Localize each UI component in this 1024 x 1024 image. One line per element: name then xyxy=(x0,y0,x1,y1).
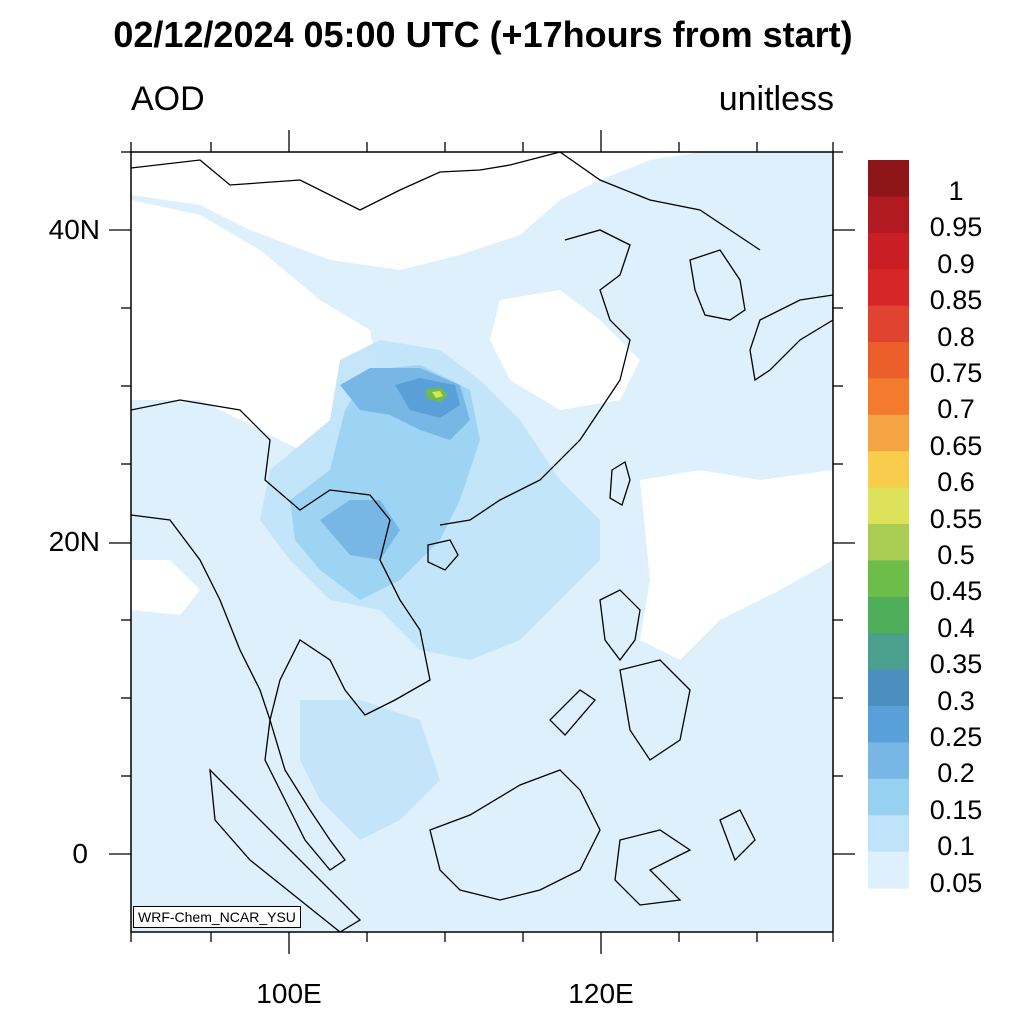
map-frame xyxy=(130,151,834,933)
colorbar-box xyxy=(868,305,909,343)
colorbar-label: 0.85 xyxy=(929,285,983,316)
colorbar-box xyxy=(868,742,909,780)
colorbar-label: 0.4 xyxy=(937,612,975,643)
coastlines xyxy=(131,152,833,932)
colorbar-box xyxy=(868,160,909,197)
colorbar-label: 0.8 xyxy=(937,321,975,352)
colorbar-label: 1 xyxy=(948,176,964,206)
clear-region-southwest xyxy=(131,560,200,615)
colorbar-box xyxy=(868,851,909,889)
colorbar-label: 0.1 xyxy=(937,831,975,862)
sulawesi xyxy=(614,829,692,906)
aod-band-020-south xyxy=(320,500,400,560)
china-northeast-coast xyxy=(559,152,761,251)
model-credit: WRF-Chem_NCAR_YSU xyxy=(133,906,301,928)
colorbar-label: 0.2 xyxy=(937,758,975,789)
clear-region-east xyxy=(490,290,640,410)
colorbar-box xyxy=(868,596,909,634)
japan xyxy=(749,294,833,382)
colorbar-label: 0.15 xyxy=(929,794,983,825)
colorbar-box xyxy=(868,706,909,743)
colorbar-label: 0.9 xyxy=(937,248,975,279)
palawan xyxy=(549,689,596,736)
colorbar-label: 0.65 xyxy=(929,430,983,461)
tick-marks xyxy=(109,130,855,954)
colorbar-label: 0.5 xyxy=(937,540,975,570)
colorbar-label: 0.75 xyxy=(929,358,983,388)
moluccas xyxy=(719,809,756,862)
malay-peninsula xyxy=(264,719,346,871)
lon-label-100e: 100E xyxy=(256,978,322,1009)
colorbar-label: 0.95 xyxy=(929,212,983,243)
colorbar-label: 0.3 xyxy=(937,685,975,716)
mongolia-border xyxy=(131,152,561,211)
colorbar-box xyxy=(868,196,909,234)
sumatra xyxy=(209,768,362,932)
colorbar-label: 0.25 xyxy=(929,722,983,752)
aod-band-010-sea xyxy=(300,700,440,840)
colorbar-box xyxy=(868,633,909,671)
lat-label-20n: 20N xyxy=(48,526,100,557)
colorbar-label: 0.7 xyxy=(937,394,975,425)
aod-band-055 xyxy=(432,391,443,398)
colorbar-box xyxy=(868,560,909,598)
hainan xyxy=(427,539,459,571)
colorbar-label: 0.6 xyxy=(937,467,975,498)
clear-region-pacific xyxy=(640,470,833,660)
taiwan xyxy=(609,460,631,506)
chart-title: 02/12/2024 05:00 UTC (+17hours from star… xyxy=(113,14,853,55)
colorbar-box xyxy=(868,487,909,525)
aod-field xyxy=(131,152,833,932)
colorbar-label: 0.05 xyxy=(929,867,983,898)
korea xyxy=(689,249,746,321)
lon-label-120e: 120E xyxy=(568,978,634,1009)
colorbar xyxy=(868,160,909,889)
colorbar-box xyxy=(868,342,909,379)
colorbar-box xyxy=(868,815,909,853)
colorbar-box xyxy=(868,451,909,489)
borneo xyxy=(429,769,601,901)
lat-label-0: 0 xyxy=(72,838,88,869)
units-label: unitless xyxy=(718,80,834,118)
clear-region-plateau xyxy=(131,200,380,450)
colorbar-box xyxy=(868,414,909,452)
colorbar-label: 0.35 xyxy=(929,649,983,680)
aod-band-025 xyxy=(395,378,460,418)
colorbar-box xyxy=(868,669,909,707)
colorbar-label: 0.55 xyxy=(929,503,983,534)
colorbar-box xyxy=(868,378,909,416)
colorbar-box xyxy=(868,778,909,816)
bohai-coast xyxy=(439,229,631,526)
colorbar-box xyxy=(868,524,909,561)
philippines-luzon xyxy=(599,589,641,662)
variable-label: AOD xyxy=(131,80,205,118)
colorbar-box xyxy=(868,232,909,270)
colorbar-label: 0.45 xyxy=(929,576,983,607)
philippines-south xyxy=(619,659,691,761)
colorbar-box xyxy=(868,269,909,307)
indochina xyxy=(131,399,431,723)
lat-label-40n: 40N xyxy=(48,214,100,245)
